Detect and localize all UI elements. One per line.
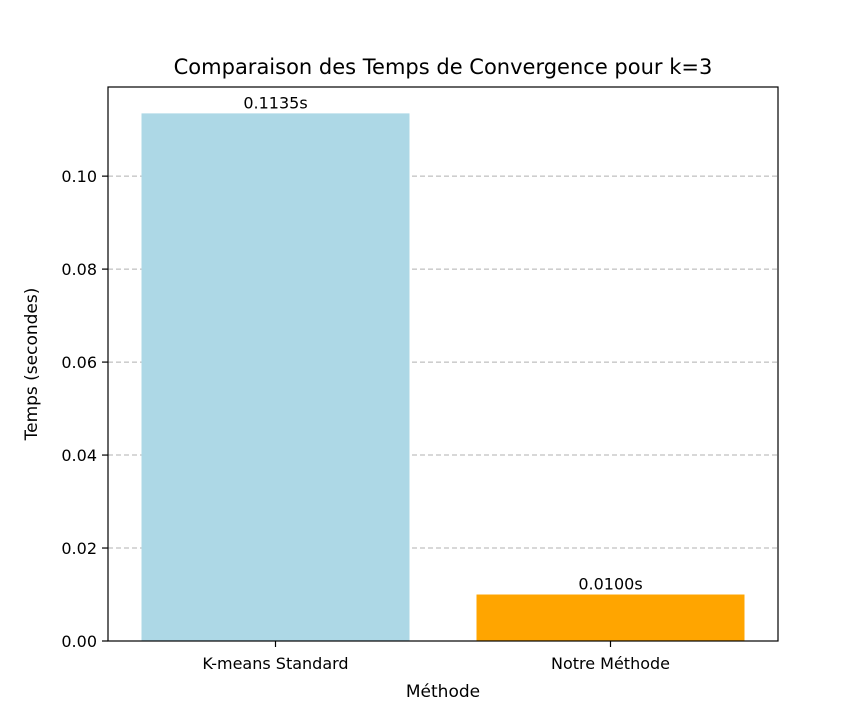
y-tick-label: 0.04	[61, 446, 97, 465]
bars	[141, 113, 745, 641]
y-axis-label: Temps (secondes)	[22, 288, 42, 442]
data-label: 0.0100s	[578, 575, 642, 594]
y-tick-label: 0.06	[61, 353, 97, 372]
y-tick-label: 0.10	[61, 167, 97, 186]
x-axis-label: Méthode	[406, 682, 480, 702]
x-tick-label: K-means Standard	[202, 654, 348, 673]
x-tick-label: Notre Méthode	[551, 654, 670, 673]
plot-frame	[107, 86, 779, 642]
bar	[141, 113, 410, 641]
y-tick-label: 0.02	[61, 539, 97, 558]
chart-title: Comparaison des Temps de Convergence pou…	[174, 55, 713, 79]
data-labels: 0.1135s 0.0100s	[243, 93, 642, 593]
y-tick-label: 0.00	[61, 632, 97, 651]
x-axis-ticks: K-means Standard Notre Méthode	[202, 641, 670, 673]
y-axis-ticks: 0.00 0.02 0.04 0.06 0.08 0.10	[61, 167, 108, 651]
data-label: 0.1135s	[243, 93, 307, 112]
y-tick-label: 0.08	[61, 260, 97, 279]
bar	[476, 594, 745, 641]
